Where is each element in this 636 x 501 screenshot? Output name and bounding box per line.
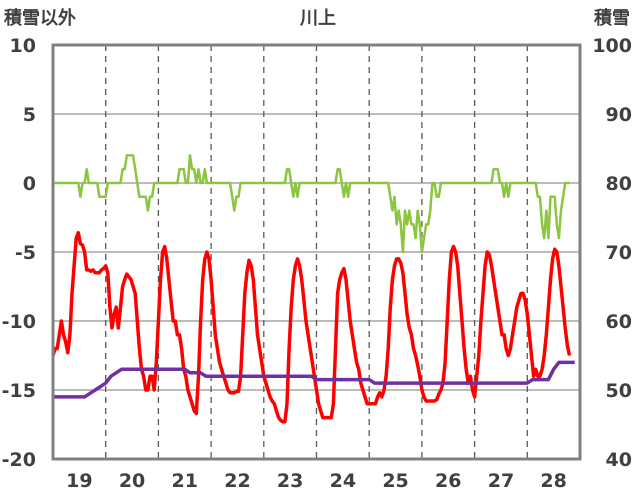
y-right-tick-labels: 100 90 80 70 60 50 40 bbox=[592, 35, 632, 471]
series-line-3 bbox=[53, 360, 575, 399]
y-left-tick-label: -5 bbox=[15, 242, 36, 264]
y-right-tick-label: 100 bbox=[592, 35, 632, 57]
y-left-tick-label: 5 bbox=[23, 104, 36, 126]
y-right-tick-label: 50 bbox=[606, 380, 632, 402]
series-line-1 bbox=[53, 154, 570, 254]
x-tick-label: 21 bbox=[172, 470, 198, 492]
x-tick-label: 23 bbox=[277, 470, 303, 492]
x-tick-label: 22 bbox=[224, 470, 250, 492]
series-line-2 bbox=[51, 230, 572, 424]
y-right-axis-title: 積雪 bbox=[593, 7, 630, 29]
y-right-tick-label: 70 bbox=[606, 242, 632, 264]
y-left-tick-label: -15 bbox=[2, 380, 36, 402]
y-left-tick-label: -20 bbox=[2, 449, 36, 471]
y-left-tick-labels: 10 5 0 -5 -10 -15 -20 bbox=[2, 35, 36, 471]
y-left-tick-label: 10 bbox=[10, 35, 36, 57]
x-tick-label: 20 bbox=[119, 470, 145, 492]
y-right-tick-label: 90 bbox=[606, 104, 632, 126]
y-right-tick-label: 40 bbox=[606, 449, 632, 471]
y-left-tick-label: 0 bbox=[23, 173, 36, 195]
y-left-axis-title: 積雪以外 bbox=[3, 7, 76, 29]
series-layer bbox=[51, 154, 575, 424]
x-tick-label: 26 bbox=[435, 470, 461, 492]
x-tick-labels: 19 20 21 22 23 24 25 26 27 28 bbox=[66, 470, 567, 492]
x-tick-label: 28 bbox=[540, 470, 566, 492]
chart-title: 川上 bbox=[299, 8, 336, 29]
plot-area-border bbox=[51, 43, 582, 461]
y-right-tick-label: 80 bbox=[606, 173, 632, 195]
x-tick-label: 27 bbox=[488, 470, 514, 492]
x-tick-label: 24 bbox=[330, 470, 356, 492]
x-tick-label: 19 bbox=[66, 470, 92, 492]
y-right-tick-label: 60 bbox=[606, 311, 632, 333]
y-left-tick-label: -10 bbox=[2, 311, 36, 333]
x-tick-label: 25 bbox=[382, 470, 408, 492]
